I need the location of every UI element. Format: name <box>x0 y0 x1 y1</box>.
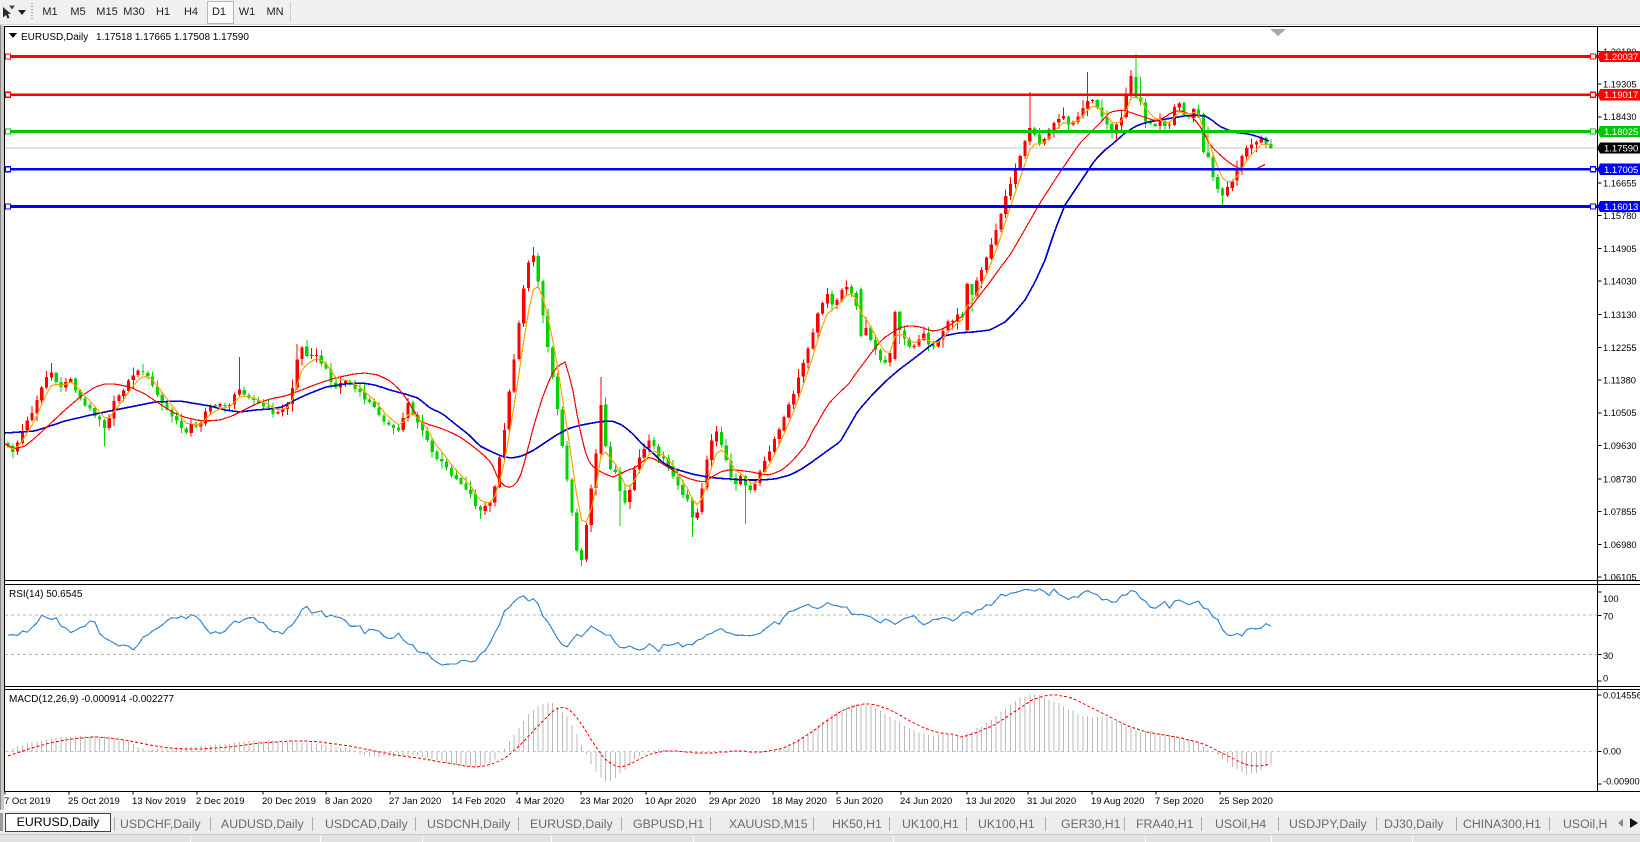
svg-text:1.18025: 1.18025 <box>1604 127 1638 138</box>
svg-text:1.13130: 1.13130 <box>1603 310 1637 320</box>
svg-text:30: 30 <box>1603 651 1613 661</box>
svg-text:2 Dec 2019: 2 Dec 2019 <box>196 796 245 807</box>
svg-text:25 Sep 2020: 25 Sep 2020 <box>1219 796 1273 807</box>
svg-text:8 Jan 2020: 8 Jan 2020 <box>325 796 372 807</box>
svg-text:RSI(14) 50.6545: RSI(14) 50.6545 <box>9 589 83 600</box>
svg-text:1.19305: 1.19305 <box>1603 80 1637 90</box>
svg-text:0.00: 0.00 <box>1603 746 1621 756</box>
svg-text:29 Apr 2020: 29 Apr 2020 <box>709 796 760 807</box>
svg-text:7 Oct 2019: 7 Oct 2019 <box>4 796 50 807</box>
svg-text:14 Feb 2020: 14 Feb 2020 <box>452 796 505 807</box>
svg-text:1.20037: 1.20037 <box>1604 52 1638 63</box>
svg-text:EURUSD,Daily 1.17518 1.17665: EURUSD,Daily 1.17518 1.17665 1.17508 1.1… <box>21 32 249 43</box>
svg-text:5 Jun 2020: 5 Jun 2020 <box>836 796 883 807</box>
svg-text:4 Mar 2020: 4 Mar 2020 <box>516 796 564 807</box>
svg-text:1.11380: 1.11380 <box>1603 376 1636 386</box>
svg-text:19 Aug 2020: 19 Aug 2020 <box>1091 796 1144 807</box>
svg-text:23 Mar 2020: 23 Mar 2020 <box>580 796 633 807</box>
svg-text:0: 0 <box>1603 673 1608 683</box>
svg-text:13 Jul 2020: 13 Jul 2020 <box>966 796 1015 807</box>
svg-text:31 Jul 2020: 31 Jul 2020 <box>1027 796 1076 807</box>
svg-text:1.16655: 1.16655 <box>1603 179 1637 189</box>
svg-text:1.09630: 1.09630 <box>1603 441 1637 451</box>
svg-text:MACD(12,26,9) -0.000914 -0.002: MACD(12,26,9) -0.000914 -0.002277 <box>9 694 175 705</box>
svg-text:25 Oct 2019: 25 Oct 2019 <box>68 796 120 807</box>
svg-text:1.18430: 1.18430 <box>1603 112 1637 122</box>
svg-text:0.014556: 0.014556 <box>1603 690 1640 700</box>
svg-text:18 May 2020: 18 May 2020 <box>772 796 827 807</box>
svg-text:1.06980: 1.06980 <box>1603 540 1637 550</box>
svg-text:1.12255: 1.12255 <box>1603 343 1637 353</box>
svg-text:1.19017: 1.19017 <box>1604 90 1638 101</box>
svg-text:1.17590: 1.17590 <box>1604 144 1638 155</box>
svg-text:13 Nov 2019: 13 Nov 2019 <box>132 796 186 807</box>
svg-text:1.15780: 1.15780 <box>1603 211 1637 221</box>
svg-text:1.07855: 1.07855 <box>1603 507 1637 517</box>
svg-text:70: 70 <box>1603 611 1613 621</box>
svg-text:1.17005: 1.17005 <box>1604 165 1638 176</box>
svg-text:1.16013: 1.16013 <box>1604 202 1638 213</box>
svg-text:20 Dec 2019: 20 Dec 2019 <box>262 796 316 807</box>
svg-text:1.10505: 1.10505 <box>1603 408 1637 418</box>
svg-text:10 Apr 2020: 10 Apr 2020 <box>645 796 696 807</box>
svg-text:27 Jan 2020: 27 Jan 2020 <box>389 796 441 807</box>
svg-text:7 Sep 2020: 7 Sep 2020 <box>1155 796 1204 807</box>
svg-text:100: 100 <box>1603 594 1619 604</box>
svg-text:1.06105: 1.06105 <box>1603 573 1637 583</box>
svg-text:1.14905: 1.14905 <box>1603 244 1637 254</box>
svg-text:24 Jun 2020: 24 Jun 2020 <box>900 796 952 807</box>
svg-text:1.14030: 1.14030 <box>1603 277 1637 287</box>
svg-text:1.08730: 1.08730 <box>1603 475 1637 485</box>
